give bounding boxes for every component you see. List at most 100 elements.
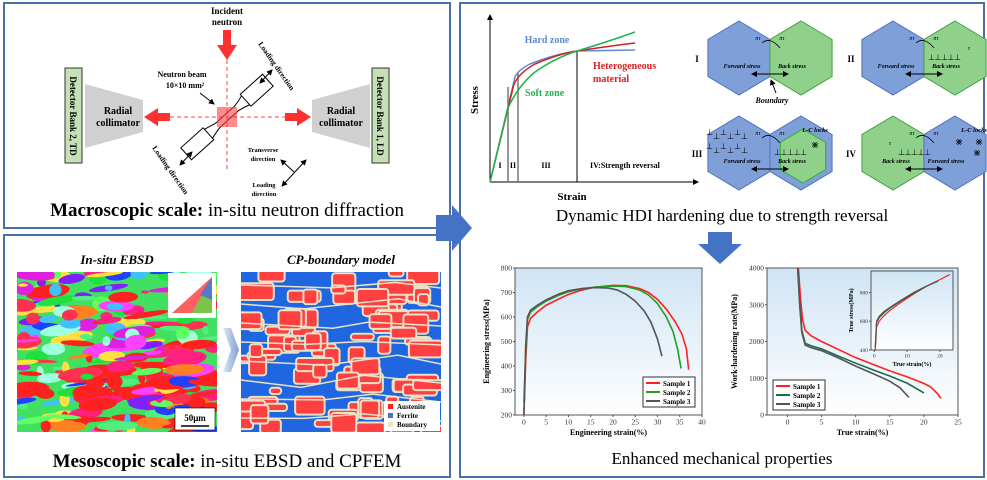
ebsd-grain	[68, 353, 93, 359]
austenite-grain	[277, 309, 303, 331]
ebsd-grain	[96, 421, 139, 431]
back-stress-label: Back stress	[881, 159, 911, 165]
ebsd-grain	[26, 312, 40, 325]
ebsd-grain	[199, 336, 217, 340]
legend-label: Sample 1	[663, 380, 691, 388]
dislocation-icon: ⊥	[774, 148, 781, 157]
collimator-right	[312, 84, 370, 148]
engineering-stress-strain-chart: 0 5 10 15 20 25 30 35 40 200 300 400 500 600 700 800 Eng…	[482, 264, 706, 438]
grain-boundary	[241, 321, 441, 329]
grain-boundary	[241, 297, 441, 310]
ebsd-grain	[126, 395, 164, 403]
lc-lock-icon: ⨳	[956, 136, 963, 148]
x-tick-label: 35	[676, 418, 684, 427]
heterogeneous-label: Heterogeneous	[593, 61, 656, 72]
stress-axis-label: Stress	[469, 85, 481, 114]
austenite-grain	[302, 288, 319, 306]
forward-stress-label: Forward stress	[878, 64, 916, 70]
ntau-label: nτ	[909, 36, 915, 42]
x-tick-label: 40	[698, 418, 706, 427]
soft-zone-label: Soft zone	[525, 88, 565, 99]
dislocation-icon: ⊥	[787, 148, 794, 157]
ebsd-grain	[17, 381, 50, 397]
x-tick-label: 0	[522, 418, 526, 427]
back-stress-label: Back stress	[777, 159, 807, 165]
grain-boundary	[241, 393, 441, 403]
ebsd-grain	[17, 416, 52, 425]
ebsd-grain	[17, 272, 55, 281]
x-axis-label: True strain(%)	[893, 361, 932, 368]
dislocation-icon: ⊥	[928, 53, 935, 62]
ebsd-grain	[18, 371, 43, 377]
ntau-label: nτ	[933, 131, 939, 137]
dislocation-icon: ⊥	[935, 53, 942, 62]
dislocation-icon: ⊥	[948, 53, 955, 62]
ntau-label: nτ	[755, 131, 761, 137]
ebsd-grain	[60, 340, 95, 347]
stress-strain-schematic: Stress Strain Hard zone Heterogeneous ma…	[469, 14, 699, 203]
austenite-grain	[248, 343, 264, 358]
y-tick-label: 200	[501, 411, 513, 420]
ebsd-grain	[143, 350, 162, 356]
loading-coord-label-2: direction	[252, 191, 277, 198]
austenite-grain	[350, 357, 381, 376]
ebsd-grain	[79, 333, 93, 340]
legend-label: Ferrite	[397, 412, 418, 420]
ebsd-grain	[72, 385, 98, 400]
austenite-grain	[268, 386, 283, 395]
ebsd-grain	[102, 336, 111, 347]
transverse-label-2: direction	[251, 156, 276, 163]
loading-coord-label: Loading	[252, 182, 276, 189]
y-tick-label: 3000	[749, 300, 764, 309]
ebsd-grain	[71, 295, 97, 301]
loading-arrow-lower-icon	[179, 151, 193, 166]
hdi-caption: Dynamic HDI hardening due to strength re…	[556, 206, 889, 225]
ebsd-grain	[108, 291, 139, 303]
y-tick-label: 400	[501, 362, 513, 371]
ebsd-grain	[17, 364, 31, 371]
ebsd-grain	[114, 355, 149, 361]
heterogeneous-label-2: material	[593, 74, 629, 85]
grain-boundary	[241, 374, 441, 389]
diffracted-arrow-right-icon	[285, 108, 311, 126]
austenite-grain	[368, 313, 393, 330]
y-axis-label: True stress(MPa)	[848, 288, 855, 332]
dislocation-icon: ⊥	[800, 148, 807, 157]
collimator-left	[85, 84, 143, 148]
dislocation-icon: ⊥	[734, 142, 741, 151]
scale-bar: 50μm	[174, 407, 216, 431]
dislocation-icon: ⊥	[713, 146, 720, 155]
dislocation-icon: ⊥	[720, 128, 727, 137]
x-tick-label: 10	[852, 418, 860, 427]
dislocation-icon: ⊥	[918, 148, 925, 157]
ntau-label: nτ	[755, 36, 761, 42]
austenite-grain	[241, 282, 275, 301]
y-tick-label: 800	[501, 264, 513, 273]
x-tick-label: 0	[873, 354, 876, 360]
ebsd-title: In-situ EBSD	[79, 252, 154, 267]
series-line-sample-3	[796, 267, 910, 398]
lc-lock-icon: ⨳	[812, 139, 819, 151]
legend-box	[384, 401, 440, 431]
ebsd-grain	[140, 290, 150, 294]
austenite-grain	[241, 311, 263, 331]
austenite-grain	[406, 272, 441, 286]
dislocation-icon: ⊥	[954, 53, 961, 62]
y-tick-label: 2000	[749, 337, 764, 346]
legend-label: Boundary	[397, 421, 427, 429]
dislocation-icon: ⊥	[741, 146, 748, 155]
ebsd-grain	[124, 334, 147, 350]
ebsd-grain	[80, 373, 94, 380]
scale-bar-label: 50μm	[184, 413, 206, 423]
ebsd-grain	[149, 272, 177, 275]
legend-label: Sample 2	[793, 392, 821, 400]
x-tick-label: 15	[587, 418, 595, 427]
dislocation-pileup-icon	[761, 40, 781, 49]
dislocation-icon: ⊥	[706, 128, 713, 137]
flow-arrow-down-icon	[698, 232, 742, 264]
ntau-label: nτ	[933, 36, 939, 42]
y-tick-label: 600	[860, 319, 869, 325]
legend-swatch	[388, 422, 393, 427]
curve-heterogeneous	[489, 42, 636, 183]
